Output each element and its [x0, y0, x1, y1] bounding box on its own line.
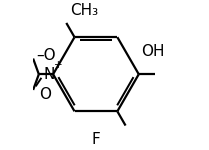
Text: +: + [54, 60, 62, 70]
Text: –O: –O [37, 48, 56, 63]
Text: N: N [44, 67, 55, 82]
Text: OH: OH [142, 44, 165, 59]
Text: F: F [92, 132, 100, 147]
Text: CH₃: CH₃ [70, 3, 98, 18]
Text: O: O [39, 87, 51, 102]
